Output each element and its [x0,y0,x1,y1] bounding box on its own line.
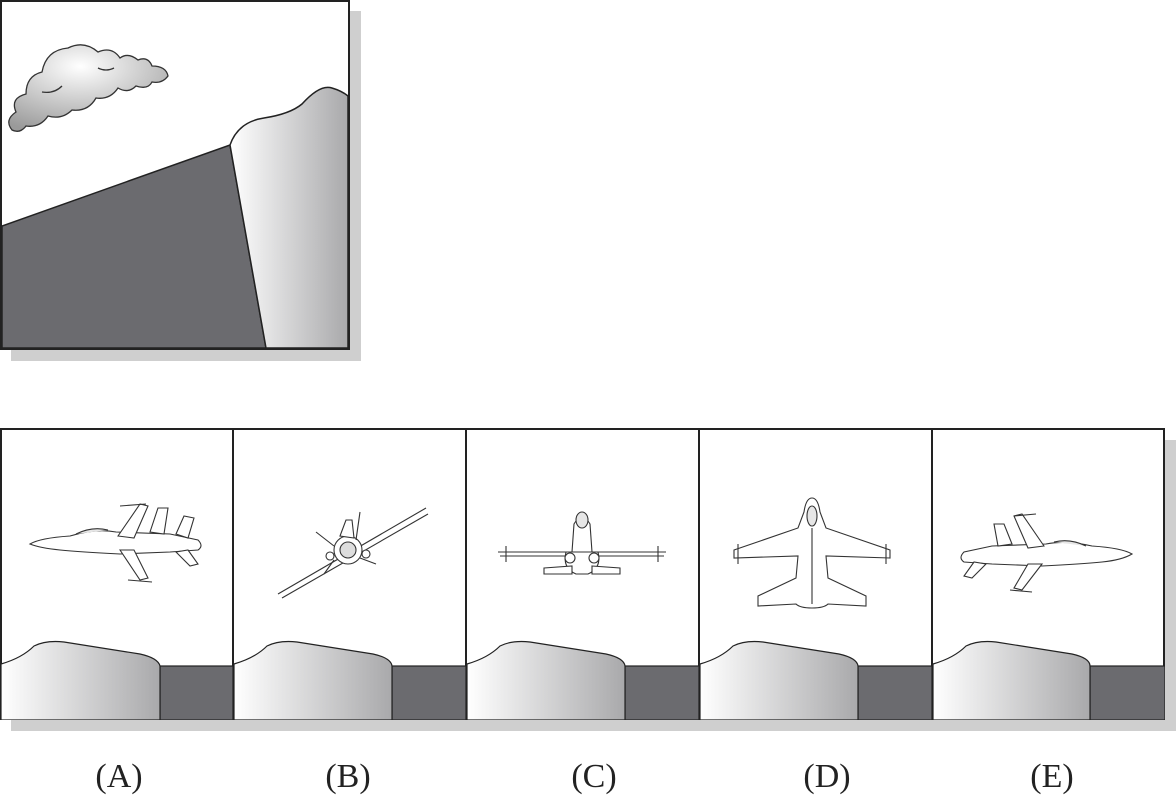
panel-ground-e [933,642,1165,721]
jet-a-icon [30,504,201,582]
jet-c-icon [498,512,666,574]
panel-ground-a [1,642,233,721]
cloud [9,45,168,132]
options-drawing [0,428,1165,720]
option-label-c[interactable]: (C) [554,758,634,796]
option-label-e[interactable]: (E) [1012,758,1092,796]
dark-ground [2,145,266,348]
jet-e-icon [961,514,1132,592]
panel-ground-b [234,642,466,721]
panel-ground-d [700,642,932,721]
reference-panel [0,0,350,350]
panel-ground-c [467,642,699,721]
jet-b-icon [278,508,428,598]
reference-scene [2,2,348,348]
option-label-a[interactable]: (A) [79,758,159,796]
option-label-b[interactable]: (B) [308,758,388,796]
jet-d-icon [734,498,890,608]
option-label-d[interactable]: (D) [787,758,867,796]
